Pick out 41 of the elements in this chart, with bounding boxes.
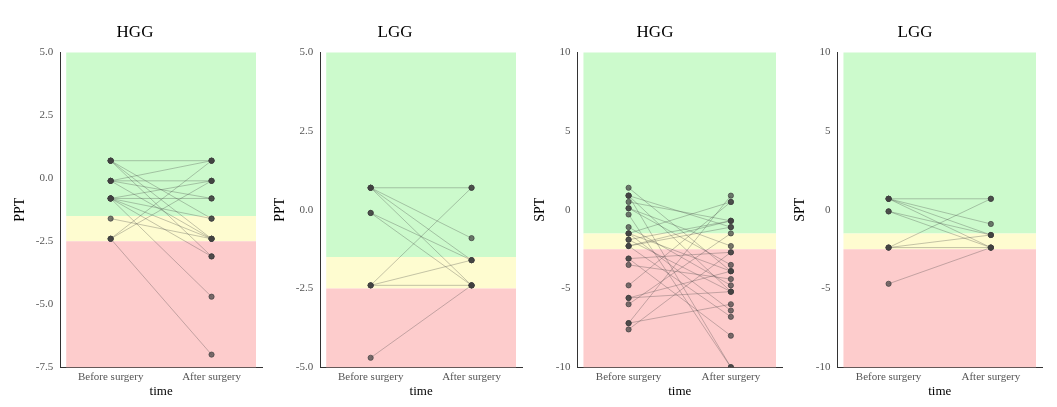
- y-axis-title: SPT: [532, 197, 548, 222]
- chart-title: LGG: [377, 21, 413, 41]
- chart-title: HGG: [636, 21, 674, 41]
- x-tick-label: After surgery: [182, 369, 242, 382]
- y-tick-label: 0.0: [39, 171, 54, 184]
- chart-title: HGG: [116, 21, 154, 41]
- chart-title: LGG: [897, 21, 933, 41]
- x-axis-title: time: [668, 382, 692, 398]
- y-tick-label: -7.5: [35, 360, 54, 373]
- x-tick-label: Before surgery: [595, 369, 662, 382]
- y-tick-label: 10: [819, 45, 831, 58]
- y-tick-label: 5.0: [299, 45, 314, 58]
- y-tick-label: 5.0: [39, 45, 54, 58]
- x-tick-label: After surgery: [442, 369, 502, 382]
- x-axis-title: time: [928, 382, 952, 398]
- y-axis-title: PPT: [12, 197, 28, 222]
- x-axis-title: time: [409, 382, 433, 398]
- y-tick-label: -5: [561, 281, 571, 294]
- y-tick-label: 2.5: [299, 123, 314, 136]
- y-tick-label: 10: [559, 45, 571, 58]
- y-tick-label: -2.5: [35, 234, 54, 247]
- y-tick-label: 0: [824, 202, 831, 215]
- x-axis-title: time: [149, 382, 173, 398]
- y-axis-title: SPT: [792, 197, 808, 222]
- y-tick-label: 2.5: [39, 108, 54, 121]
- y-tick-label: -5.0: [295, 360, 314, 373]
- x-tick-label: Before surgery: [337, 369, 404, 382]
- y-tick-label: 5: [564, 123, 571, 136]
- y-tick-label: -5: [821, 281, 831, 294]
- x-tick-label: After surgery: [961, 369, 1021, 382]
- y-tick-label: 0.0: [299, 202, 314, 215]
- x-tick-label: Before surgery: [77, 369, 144, 382]
- y-tick-label: -10: [555, 360, 571, 373]
- x-tick-label: Before surgery: [855, 369, 922, 382]
- y-tick-label: -5.0: [35, 297, 54, 310]
- y-tick-label: 5: [824, 123, 831, 136]
- y-tick-label: 0: [564, 202, 571, 215]
- y-tick-label: -10: [815, 360, 831, 373]
- y-tick-label: -2.5: [295, 281, 314, 294]
- x-tick-label: After surgery: [701, 369, 761, 382]
- y-axis-title: PPT: [272, 197, 288, 222]
